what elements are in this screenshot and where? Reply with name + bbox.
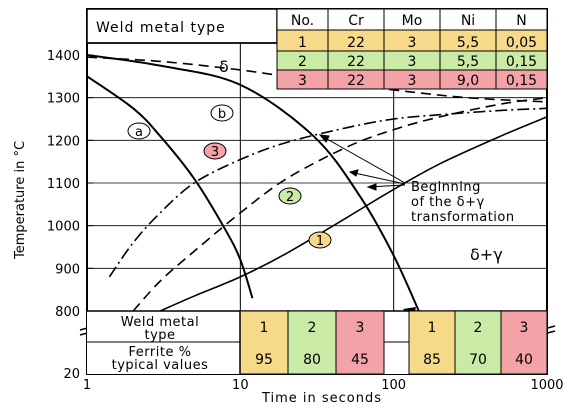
bottom-b-type: 1	[428, 320, 437, 336]
legend-header-text: Ni	[461, 13, 475, 29]
curve-marker-label: a	[135, 125, 143, 140]
x-tick-label: 10	[232, 378, 249, 393]
transformation-line-2: of the δ+γ	[411, 195, 485, 210]
bottom-table-label: Weld metal	[121, 315, 199, 330]
legend-table: Weld metal type No. Cr Mo Ni N1 22 3 5,5 0,052 22…	[86, 8, 548, 90]
curve-1	[159, 116, 548, 312]
x-tick-label: 100	[381, 378, 406, 393]
bottom-table-label: typical values	[112, 358, 209, 373]
x-tick-label: 1	[83, 378, 91, 393]
legend-cell-text: 22	[347, 35, 365, 51]
legend-table-title: Weld metal type	[96, 20, 226, 36]
bottom-a-ferrite: 80	[303, 352, 321, 368]
curve-a	[86, 75, 254, 299]
y-tick-label: 800	[55, 305, 80, 320]
curve-marker-3	[203, 142, 227, 160]
y-tick-label: 1100	[47, 177, 80, 192]
legend-cell	[495, 69, 548, 90]
curve-markers: a b 3 2 1	[127, 104, 332, 249]
bottom-b-type: 3	[520, 320, 529, 336]
transformation-annotation: Beginning of the δ+γ transformation	[318, 134, 515, 225]
x-tick-label: 1000	[530, 378, 563, 393]
legend-header-text: Cr	[348, 13, 364, 29]
legend-cell-text: 3	[408, 73, 417, 89]
bottom-b-ferrite: 40	[515, 352, 533, 368]
curve-marker-2	[278, 187, 302, 205]
x-tick-labels: 1 10 100 1000	[83, 378, 564, 393]
legend-cell-text: 0,05	[506, 35, 537, 51]
y-tick-label: 1400	[47, 49, 80, 64]
bottom-a-ferrite: 45	[351, 352, 369, 368]
transformation-line-3: transformation	[411, 210, 515, 225]
curve-marker-label: 1	[316, 234, 324, 249]
legend-cell-text: 3	[408, 54, 417, 70]
legend-cell-text: 9,0	[457, 73, 479, 89]
legend-cell-text: 5,5	[457, 35, 479, 51]
legend-cell-text: 0,15	[506, 54, 537, 70]
curve-marker-label: b	[218, 107, 226, 122]
legend-cell-text: 3	[298, 73, 307, 89]
transformation-line-1: Beginning	[411, 180, 481, 195]
y-tick-label: 1200	[47, 134, 80, 149]
x-axis-label: Time in seconds	[261, 391, 382, 406]
curve-2	[132, 96, 548, 312]
legend-cell-text: 0,15	[506, 73, 537, 89]
bottom-b-col	[500, 310, 548, 375]
legend-cell-text: 2	[298, 54, 307, 70]
bottom-b-col	[408, 310, 456, 375]
bottom-a-type: 2	[308, 320, 317, 336]
delta-gamma-label: δ+γ	[470, 245, 503, 264]
bottom-b-ferrite: 85	[423, 352, 441, 368]
bottom-a-ferrite: 95	[255, 352, 273, 368]
bottom-a-col	[335, 310, 385, 375]
bottom-a-type: 1	[260, 320, 269, 336]
bottom-b-type: 2	[474, 320, 483, 336]
y-axis-label: Temperature in °C	[13, 141, 28, 260]
legend-header-text: Mo	[402, 13, 423, 29]
curve-3	[108, 107, 548, 278]
legend-header-text: No.	[291, 13, 314, 29]
curve-marker-label: 3	[211, 145, 219, 160]
bottom-table-label: type	[144, 328, 175, 343]
legend-header-text: N	[516, 13, 526, 29]
legend-cell-text: 22	[347, 54, 365, 70]
bottom-a-col	[287, 310, 337, 375]
y-tick-label: 1300	[47, 92, 80, 107]
y-tick-label: 1000	[47, 220, 80, 235]
legend-cell-text: 3	[408, 35, 417, 51]
bottom-table-label: Ferrite %	[129, 345, 192, 360]
legend-cell-text: 22	[347, 73, 365, 89]
y-tick-label: 900	[55, 262, 80, 277]
curve-b	[86, 54, 422, 316]
curve-marker-label: 2	[286, 190, 294, 205]
curve-marker-1	[308, 231, 332, 249]
legend-cell-text: 5,5	[457, 54, 479, 70]
curve-marker-a	[127, 122, 151, 140]
legend-cell-text: 1	[298, 35, 307, 51]
bottom-b-ferrite: 70	[469, 352, 487, 368]
y-tick-labels: 1400 1300 1200 1100 1000 900 800 20	[47, 49, 93, 382]
curve-marker-b	[210, 104, 234, 122]
y-tick-label: 20	[63, 367, 80, 382]
delta-label: δ	[219, 57, 229, 76]
bottom-a-col	[239, 310, 289, 375]
bottom-a-type: 3	[356, 320, 365, 336]
